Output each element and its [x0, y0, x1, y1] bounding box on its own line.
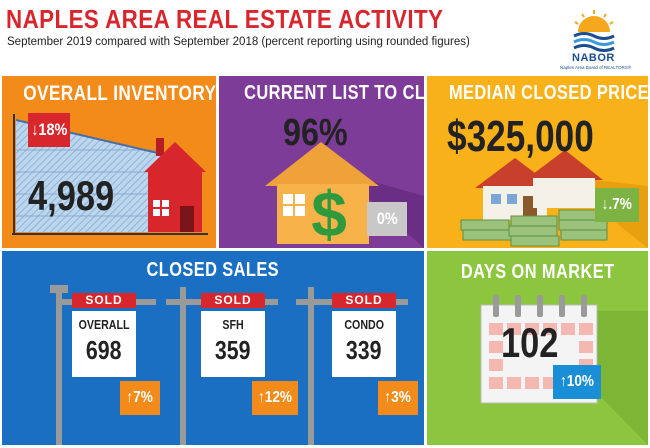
logo-name: NABOR — [572, 52, 615, 64]
list-to-closed-panel: CURRENT LIST TO CLOSED $ 96% 0% — [219, 76, 424, 248]
median-price-change-badge: ↓.7% — [595, 188, 639, 222]
sign-label-sfh: SFH — [222, 317, 244, 332]
days-on-market-change-badge: ↑10% — [553, 365, 601, 399]
sold-label: SOLD — [332, 293, 396, 308]
median-price-panel: MEDIAN CLOSED PRICE $325,000 ↓.7% — [427, 76, 648, 248]
sign-board-overall: OVERALL 698 — [72, 311, 136, 377]
house-on-chart-icon — [12, 114, 208, 235]
inventory-change-badge: ↓18% — [28, 113, 70, 147]
list-to-closed-title: CURRENT LIST TO CLOSED — [244, 82, 424, 104]
sign-board-sfh: SFH 359 — [201, 311, 265, 377]
logo-tagline: Naples Area Board of REALTORS® — [560, 65, 632, 70]
closed-sales-title: CLOSED SALES — [146, 259, 280, 281]
median-price-title: MEDIAN CLOSED PRICE — [448, 82, 648, 104]
sign-label-condo: CONDO — [344, 317, 384, 332]
closed-sales-panel: CLOSED SALES SOLD OVERALL 698 ↑7% SOLD S… — [2, 251, 424, 445]
sign-value-sfh: 359 — [215, 335, 251, 365]
sign-label-overall: OVERALL — [78, 317, 130, 332]
median-price-value: $325,000 — [447, 112, 594, 161]
svg-text:$: $ — [311, 178, 347, 246]
calendar-icon — [480, 295, 598, 404]
list-to-closed-value: 96% — [283, 112, 348, 154]
sign-value-condo: 339 — [346, 335, 382, 365]
overall-change-badge: ↑7% — [120, 381, 160, 415]
dollar-house-icon: $ — [265, 142, 379, 246]
house-on-money-icon — [460, 150, 608, 247]
days-on-market-value: 102 — [501, 319, 559, 366]
sold-label: SOLD — [201, 293, 265, 308]
overall-inventory-title: OVERALL INVENTORY — [23, 82, 216, 105]
page-title: NAPLES AREA REAL ESTATE ACTIVITY — [6, 4, 444, 34]
sfh-change-badge: ↑12% — [252, 381, 298, 415]
sold-label: SOLD — [72, 293, 136, 308]
sun-over-waves-logo-icon — [568, 8, 620, 54]
page-subtitle: September 2019 compared with September 2… — [7, 36, 470, 48]
list-to-closed-change-badge: 0% — [367, 202, 407, 236]
condo-change-badge: ↑3% — [378, 381, 418, 415]
sign-value-overall: 698 — [86, 335, 122, 365]
sign-board-condo: CONDO 339 — [332, 311, 396, 377]
days-on-market-title: DAYS ON MARKET — [460, 261, 615, 283]
days-on-market-panel: DAYS ON MARKET 102 ↑10% — [427, 251, 648, 445]
inventory-value: 4,989 — [28, 172, 115, 219]
overall-inventory-panel: OVERALL INVENTORY ↓18% 4,989 — [2, 76, 216, 248]
